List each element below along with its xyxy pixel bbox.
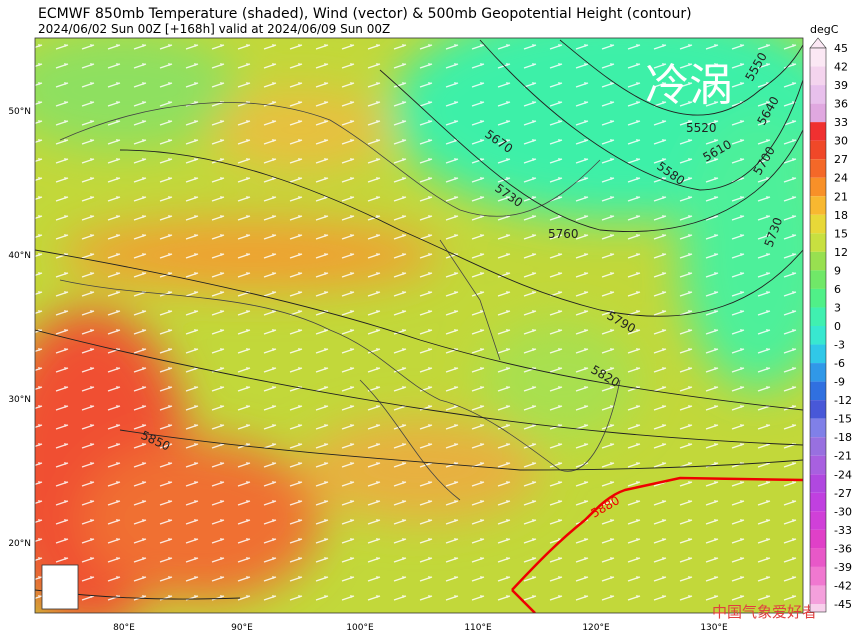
lat-label: 20°N <box>8 539 31 549</box>
colorbar-tick-label: -12 <box>834 394 852 407</box>
colorbar-frame <box>809 47 827 613</box>
colorbar-tick-label: 42 <box>834 61 848 74</box>
colorbar-top-cap <box>809 37 827 49</box>
colorbar-tick-label: 15 <box>834 227 848 240</box>
borders <box>59 102 621 501</box>
colorbar-segment <box>810 511 826 530</box>
colorbar-tick-label: -39 <box>834 561 852 574</box>
watermark: 中国气象爱好者 <box>712 603 817 621</box>
colorbar-tick-label: -6 <box>834 357 845 370</box>
colorbar-tick-label: -45 <box>834 598 852 611</box>
colorbar-segment <box>810 492 826 512</box>
colorbar-segment <box>810 437 826 456</box>
lat-label: 40°N <box>8 251 31 261</box>
colorbar-segment <box>810 177 826 197</box>
inset-map <box>41 564 79 610</box>
title: ECMWF 850mb Temperature (shaded), Wind (… <box>38 6 692 22</box>
colorbar-tick-label: -24 <box>834 468 852 481</box>
colorbar-tick-label: -30 <box>834 505 852 518</box>
colorbar-tick-label: 12 <box>834 246 848 259</box>
colorbar-segment <box>810 122 826 141</box>
colorbar-tick-label: 21 <box>834 190 848 203</box>
lon-label: 100°E <box>346 623 374 633</box>
colorbar-segment <box>810 159 826 178</box>
colorbar-segment <box>810 474 826 493</box>
colorbar-tick-label: -27 <box>834 487 852 500</box>
colorbar-tick-label: -36 <box>834 542 852 555</box>
lat-label: 30°N <box>8 395 31 405</box>
colorbar-segment <box>810 288 826 308</box>
colorbar-tick-label: -15 <box>834 413 852 426</box>
colorbar-tick-label: 45 <box>834 42 848 55</box>
colorbar-segment <box>810 381 826 401</box>
colorbar-segment <box>810 529 826 549</box>
lon-label: 80°E <box>113 623 135 633</box>
colorbar-segment <box>810 196 826 215</box>
height-contours <box>35 39 803 600</box>
colorbar-segment <box>810 400 826 419</box>
colorbar-segment <box>810 566 826 586</box>
colorbar-tick-label: 9 <box>834 264 841 277</box>
colorbar-segment <box>810 418 826 438</box>
colorbar-tick-label: -33 <box>834 524 852 537</box>
lon-label: 130°E <box>700 623 728 633</box>
colorbar-segment <box>810 66 826 86</box>
colorbar-tick-label: -18 <box>834 431 852 444</box>
colorbar-segment <box>810 48 826 67</box>
lat-label: 50°N <box>8 107 31 117</box>
colorbar-segment <box>810 307 826 326</box>
colorbar-tick-label: -42 <box>834 579 852 592</box>
colorbar-tick-label: 27 <box>834 153 848 166</box>
colorbar-segment <box>810 548 826 567</box>
contour-label: 5760 <box>548 227 579 241</box>
colorbar-segment <box>810 344 826 364</box>
colorbar-segment <box>810 326 826 345</box>
colorbar-tick-label: -9 <box>834 376 845 389</box>
colorbar-tick-label: 36 <box>834 98 848 111</box>
contour-5880-tail <box>511 589 536 613</box>
colorbar-segment <box>810 85 826 104</box>
colorbar-segment <box>810 233 826 252</box>
colorbar-tick-label: 0 <box>834 320 841 333</box>
colorbar-tick-label: -3 <box>834 339 845 352</box>
colorbar-tick-label: 3 <box>834 301 841 314</box>
annotation: 冷涡 <box>645 60 733 111</box>
colorbar-segment <box>810 455 826 475</box>
colorbar-tick-label: 6 <box>834 283 841 296</box>
colorbar-tick-label: 24 <box>834 172 848 185</box>
lon-label: 110°E <box>464 623 492 633</box>
colorbar-tick-label: 33 <box>834 116 848 129</box>
colorbar-segment <box>810 140 826 160</box>
colorbar-segment <box>810 604 826 612</box>
lon-label: 120°E <box>582 623 610 633</box>
colorbar-segment <box>810 585 826 604</box>
contour-5880 <box>511 476 803 591</box>
map-frame <box>34 37 804 614</box>
colorbar-segment <box>810 363 826 382</box>
colorbar-segment <box>810 251 826 271</box>
contour-label: 5520 <box>686 121 717 135</box>
colorbar-unit: degC <box>810 23 839 36</box>
wind-vectors <box>35 38 803 613</box>
subtitle: 2024/06/02 Sun 00Z [+168h] valid at 2024… <box>38 22 390 36</box>
colorbar-tick-label: 30 <box>834 135 848 148</box>
colorbar-tick-label: -21 <box>834 450 852 463</box>
colorbar-segment <box>810 270 826 289</box>
lon-label: 90°E <box>231 623 253 633</box>
colorbar-tick-label: 39 <box>834 79 848 92</box>
colorbar-tick-label: 18 <box>834 209 848 222</box>
colorbar-segment <box>810 103 826 123</box>
colorbar-segment <box>810 214 826 234</box>
